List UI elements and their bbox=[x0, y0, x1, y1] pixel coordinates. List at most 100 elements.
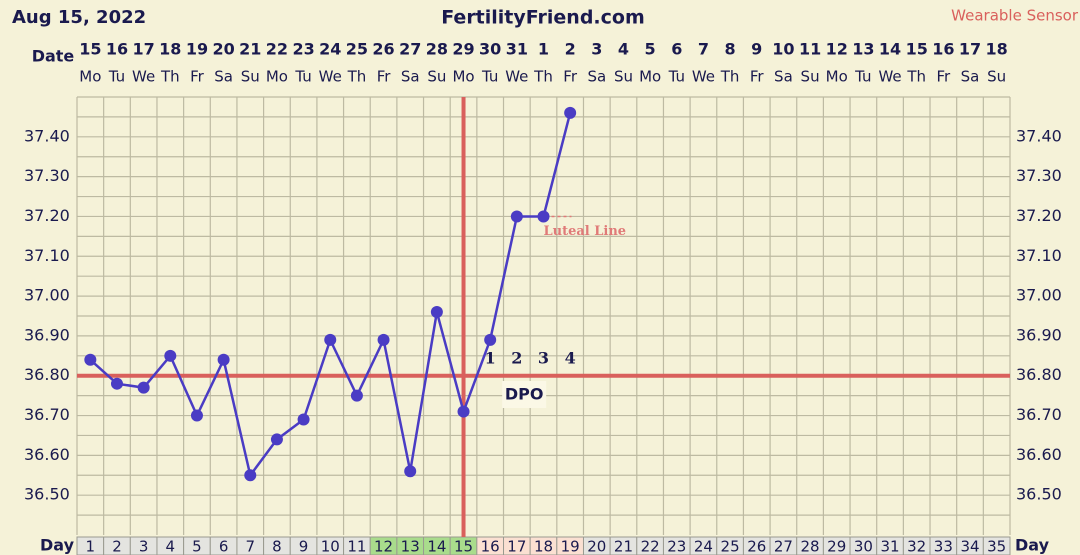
weekday: Su bbox=[427, 68, 446, 86]
date-number: 5 bbox=[645, 40, 656, 59]
weekday: Sa bbox=[587, 68, 606, 86]
temperature-point bbox=[484, 333, 497, 346]
temperature-point bbox=[110, 377, 123, 390]
y2-tick-label: 37.00 bbox=[1016, 286, 1062, 305]
weekday: Tu bbox=[668, 68, 685, 86]
day-number: 20 bbox=[587, 538, 606, 555]
date-number: 26 bbox=[372, 40, 394, 59]
date-number: 24 bbox=[319, 40, 341, 59]
dpo-number: 4 bbox=[565, 349, 576, 368]
y-tick-label: 37.10 bbox=[24, 246, 70, 265]
weekday: We bbox=[878, 68, 901, 86]
date-number: 16 bbox=[106, 40, 128, 59]
date-number: 3 bbox=[591, 40, 602, 59]
date-number: 10 bbox=[772, 40, 794, 59]
day-number: 4 bbox=[166, 538, 176, 555]
day-number: 8 bbox=[272, 538, 282, 555]
date-number: 23 bbox=[292, 40, 314, 59]
weekday: Mo bbox=[452, 68, 474, 86]
day-number: 5 bbox=[192, 538, 202, 555]
temperature-point bbox=[297, 413, 310, 426]
y-tick-label: 36.60 bbox=[24, 445, 70, 464]
source-label: Wearable Sensor bbox=[951, 7, 1079, 25]
weekday: Fr bbox=[936, 68, 951, 86]
weekday: Mo bbox=[266, 68, 288, 86]
temperature-point bbox=[137, 381, 150, 394]
weekday: Th bbox=[906, 68, 926, 86]
date-number: 1 bbox=[538, 40, 549, 59]
day-number: 12 bbox=[374, 538, 393, 555]
temperature-point bbox=[84, 353, 97, 366]
dpo-number: 3 bbox=[538, 349, 549, 368]
weekday: Tu bbox=[108, 68, 125, 86]
temperature-point bbox=[510, 210, 523, 223]
day-number: 34 bbox=[960, 538, 979, 555]
y2-tick-label: 36.90 bbox=[1016, 325, 1062, 344]
date-number: 4 bbox=[618, 40, 629, 59]
date-number: 9 bbox=[751, 40, 762, 59]
date-number: 18 bbox=[159, 40, 181, 59]
day-number: 16 bbox=[481, 538, 500, 555]
weekday: Su bbox=[987, 68, 1006, 86]
day-number: 26 bbox=[747, 538, 766, 555]
date-number: 13 bbox=[852, 40, 874, 59]
day-number: 2 bbox=[112, 538, 122, 555]
day-number: 28 bbox=[801, 538, 820, 555]
weekday: Th bbox=[160, 68, 180, 86]
date-number: 16 bbox=[932, 40, 954, 59]
weekday: Fr bbox=[377, 68, 392, 86]
y-tick-label: 36.80 bbox=[24, 365, 70, 384]
date-number: 21 bbox=[239, 40, 261, 59]
y2-tick-label: 37.20 bbox=[1016, 206, 1062, 225]
date-number: 17 bbox=[959, 40, 981, 59]
date-number: 27 bbox=[399, 40, 421, 59]
day-number: 25 bbox=[721, 538, 740, 555]
day-number: 32 bbox=[907, 538, 926, 555]
day-cell bbox=[982, 536, 1011, 555]
y-tick-label: 37.30 bbox=[24, 166, 70, 185]
weekday: Mo bbox=[79, 68, 101, 86]
day-number: 30 bbox=[854, 538, 873, 555]
date-number: 6 bbox=[671, 40, 682, 59]
day-number: 29 bbox=[827, 538, 846, 555]
temperature-point bbox=[430, 306, 443, 319]
day-number: 23 bbox=[667, 538, 686, 555]
day-number: 13 bbox=[401, 538, 420, 555]
weekday: We bbox=[319, 68, 342, 86]
y-tick-label: 37.40 bbox=[24, 126, 70, 145]
day-number: 31 bbox=[880, 538, 899, 555]
day-number: 35 bbox=[987, 538, 1006, 555]
date-number: 28 bbox=[426, 40, 448, 59]
dpo-label: DPO bbox=[505, 385, 544, 404]
weekday: Mo bbox=[639, 68, 661, 86]
day-number: 17 bbox=[507, 538, 526, 555]
date-number: 30 bbox=[479, 40, 501, 59]
date-number: 8 bbox=[725, 40, 736, 59]
temperature-point bbox=[270, 433, 283, 446]
temperature-point bbox=[324, 333, 337, 346]
date-label: Date bbox=[32, 47, 75, 66]
date-number: 31 bbox=[506, 40, 528, 59]
day-number: 22 bbox=[641, 538, 660, 555]
weekday: We bbox=[132, 68, 155, 86]
temperature-point bbox=[377, 333, 390, 346]
temperature-point bbox=[564, 106, 577, 119]
day-number: 1 bbox=[86, 538, 96, 555]
weekday: Sa bbox=[214, 68, 233, 86]
day-number: 3 bbox=[139, 538, 149, 555]
y-tick-label: 36.70 bbox=[24, 405, 70, 424]
date-number: 22 bbox=[266, 40, 288, 59]
y2-tick-label: 36.60 bbox=[1016, 445, 1062, 464]
weekday: Th bbox=[347, 68, 367, 86]
day-number: 18 bbox=[534, 538, 553, 555]
y-tick-label: 37.20 bbox=[24, 206, 70, 225]
weekday: Sa bbox=[774, 68, 793, 86]
day-label-right: Day bbox=[1015, 536, 1050, 555]
day-number: 9 bbox=[299, 538, 309, 555]
y-tick-label: 37.00 bbox=[24, 286, 70, 305]
date-number: 15 bbox=[79, 40, 101, 59]
temperature-point bbox=[164, 349, 177, 362]
y2-tick-label: 36.50 bbox=[1016, 485, 1062, 504]
date-number: 17 bbox=[133, 40, 155, 59]
